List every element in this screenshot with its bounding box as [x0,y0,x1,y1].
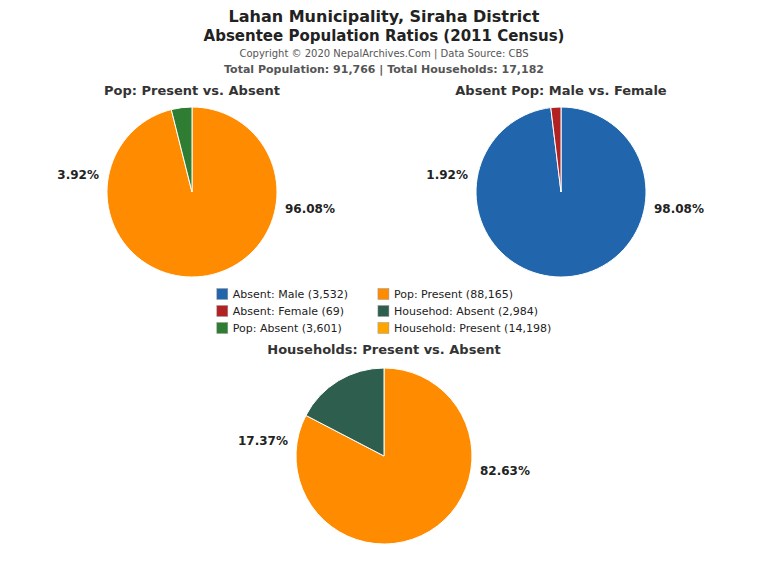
data-label: 98.08% [654,202,704,216]
legend-swatch [378,306,389,317]
title: Lahan Municipality, Siraha District [229,7,540,26]
data-label: 3.92% [57,168,99,182]
pie-title: Pop: Present vs. Absent [104,83,280,98]
slices [296,368,472,544]
data-labels: 82.63% 17.37% [238,434,530,478]
legend-label: Absent: Female (69) [233,305,344,318]
data-labels: 98.08% 1.92% [426,168,704,216]
legend-label: Pop: Present (88,165) [394,288,513,301]
slices [476,107,646,277]
legend-label: Household: Present (14,198) [394,322,551,335]
data-labels: 96.08% 3.92% [57,168,335,216]
legend-swatch [217,306,228,317]
legend-label: Househod: Absent (2,984) [394,305,538,318]
data-label: 82.63% [480,464,530,478]
legend-swatch [378,323,389,334]
legend-item: Househod: Absent (2,984) [378,305,538,318]
annotation: Copyright © 2020 NepalArchives.Com | Dat… [239,48,528,60]
pie-slice [296,368,472,544]
pie-chart: Absent Pop: Male vs. Female 98.08% 1.92% [426,83,704,277]
legend-label: Pop: Absent (3,601) [233,322,342,335]
legend-item: Pop: Absent (3,601) [217,322,342,335]
pie-chart: Households: Present vs. Absent 82.63% 17.3… [238,342,530,544]
data-label: 17.37% [238,434,288,448]
pie-slice [306,368,384,456]
legend-swatch [217,289,228,300]
pie-slice [551,107,561,192]
data-label: 96.08% [285,202,335,216]
legend-swatch [378,289,389,300]
legend-item: Pop: Present (88,165) [378,288,513,301]
pie-title: Absent Pop: Male vs. Female [455,83,667,98]
pie-title: Households: Present vs. Absent [267,342,500,357]
subtitle: Absentee Population Ratios (2011 Census) [204,27,565,45]
slices [107,107,277,277]
legend: Absent: Male (3,532) Absent: Female (69) P… [217,288,551,335]
legend-swatch [217,323,228,334]
data-label: 1.92% [426,168,468,182]
legend-item: Absent: Male (3,532) [217,288,348,301]
chart: Lahan Municipality, Siraha DistrictAbsen… [0,0,768,576]
legend-item: Absent: Female (69) [217,305,344,318]
legend-item: Household: Present (14,198) [378,322,551,335]
pie-slice [107,107,277,277]
legend-label: Absent: Male (3,532) [233,288,348,301]
pie-chart: Pop: Present vs. Absent 96.08% 3.92% [57,83,335,277]
header: Lahan Municipality, Siraha DistrictAbsen… [204,7,565,76]
pie-slice [171,107,192,192]
pie-slice [476,107,646,277]
annotation: Total Population: 91,766 | Total Househo… [224,63,544,76]
